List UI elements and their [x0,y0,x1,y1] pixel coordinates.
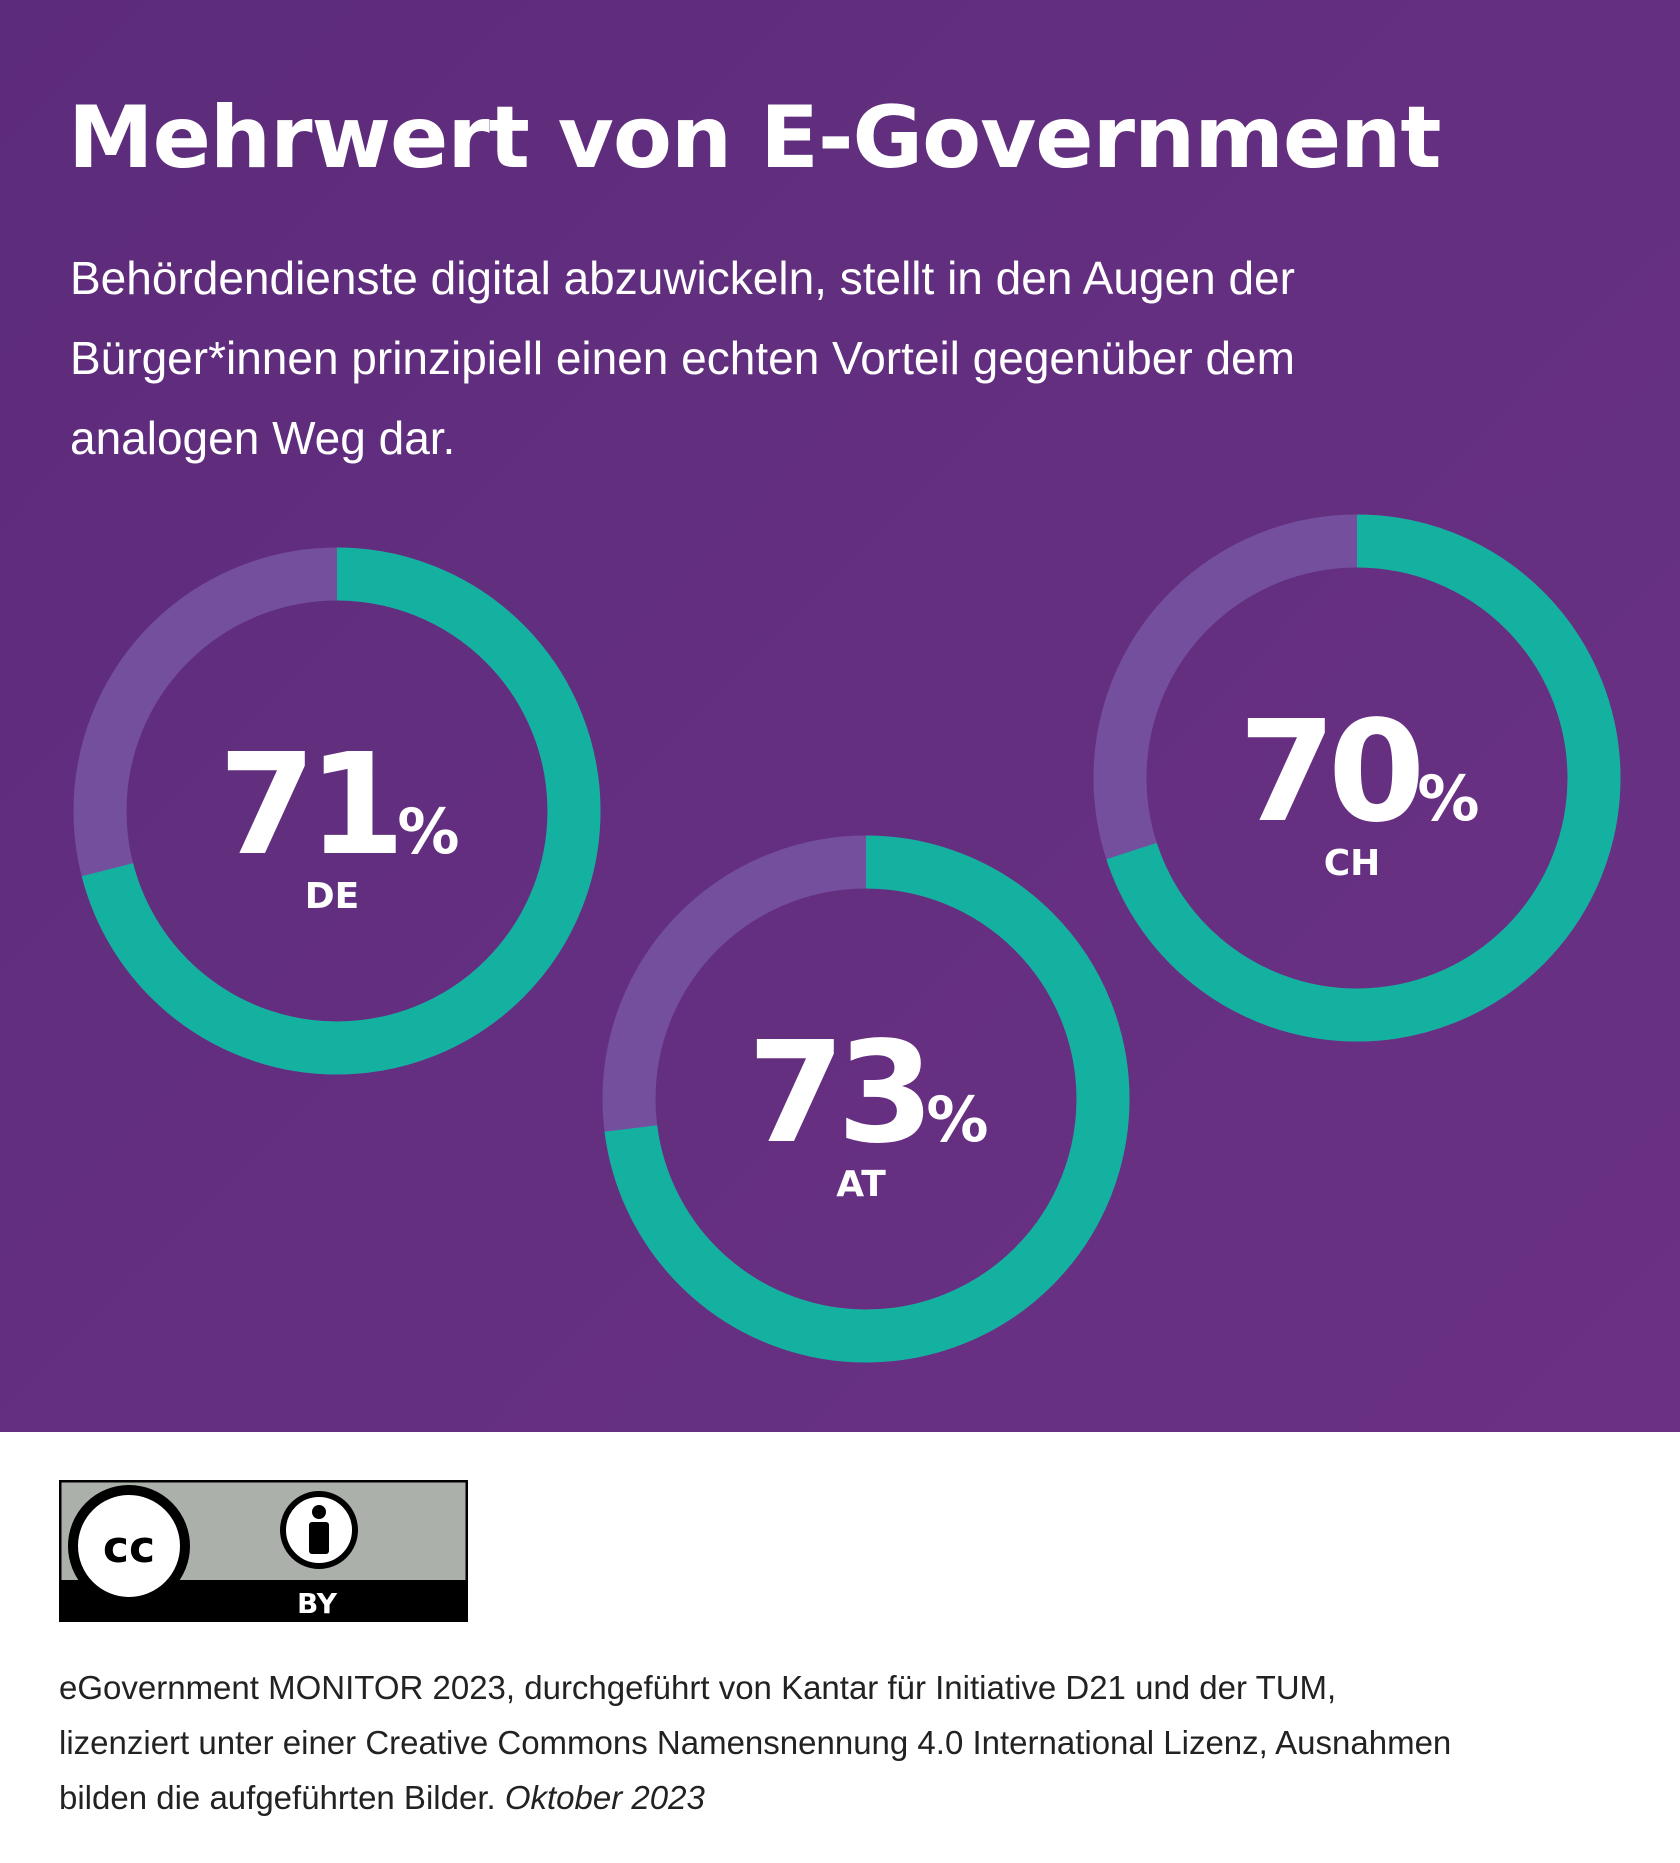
cc-by-license-badge: cc BY [59,1480,468,1622]
page-title: Mehrwert von E-Government [68,88,1441,188]
cc-icon [68,1485,190,1607]
country-label: DE [305,876,359,917]
infographic-panel: Mehrwert von E-Government Behördendienst… [0,0,1680,1432]
country-label: CH [1324,843,1381,884]
value-label: 71% [219,724,460,887]
donut-value-arc [602,835,1130,1363]
country-label: AT [836,1164,886,1205]
donut-at: 73%AT [602,835,1130,1363]
value-label: 73% [748,1012,989,1175]
svg-text:cc: cc [103,1522,155,1573]
person-icon [280,1491,358,1569]
donut-de: 71%DE [73,547,601,1075]
donut-value-arc [73,547,601,1075]
footer-text: eGovernment MONITOR 2023, durchgeführt v… [59,1669,1452,1816]
donut-value-arc [1093,514,1621,1042]
donut-ch: 70%CH [1093,514,1621,1042]
footer-date: Oktober 2023 [504,1779,705,1816]
value-label: 70% [1239,691,1480,854]
by-label: BY [297,1587,338,1620]
footer-credit: eGovernment MONITOR 2023, durchgeführt v… [59,1660,1459,1825]
subtitle: Behördendienste digital abzuwickeln, ste… [70,252,1295,464]
